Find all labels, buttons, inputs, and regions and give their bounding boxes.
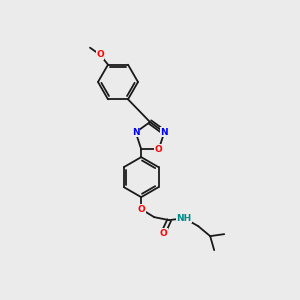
Text: O: O (155, 145, 163, 154)
Text: O: O (159, 229, 167, 238)
Text: O: O (137, 205, 145, 214)
Text: N: N (160, 128, 168, 137)
Text: N: N (132, 128, 140, 137)
Text: NH: NH (177, 214, 192, 223)
Text: O: O (96, 50, 104, 59)
